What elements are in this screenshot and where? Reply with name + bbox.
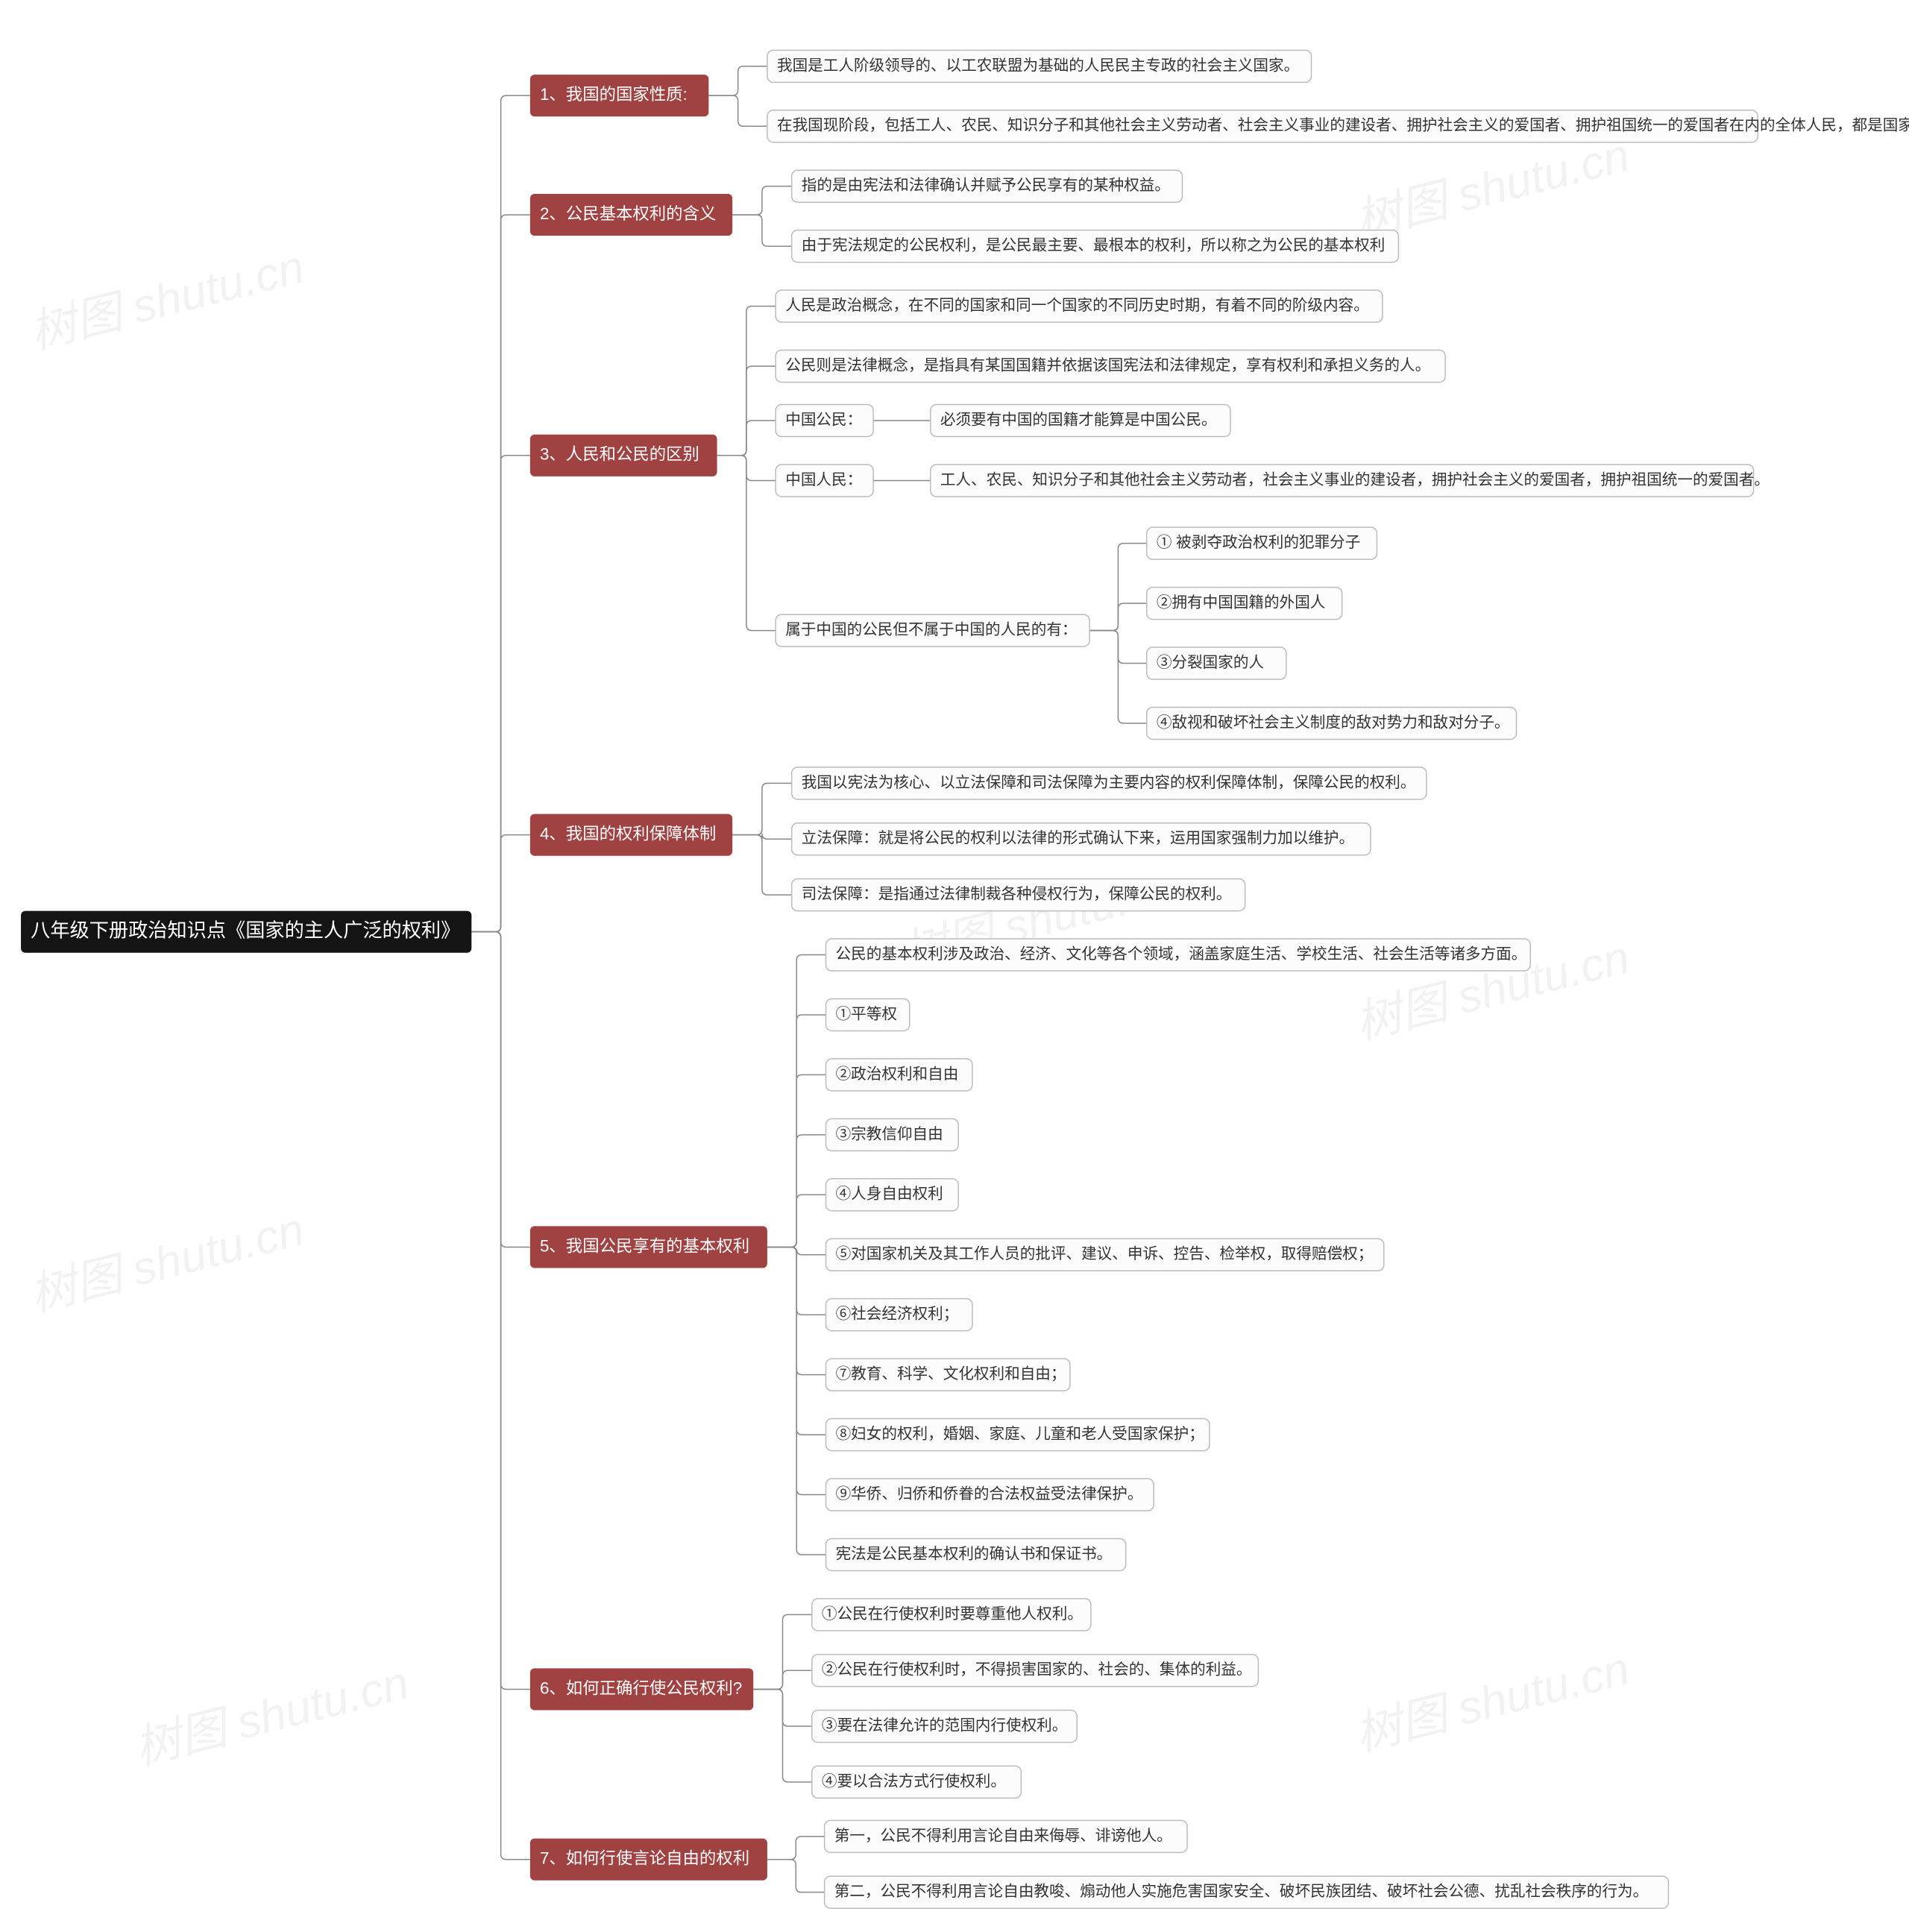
branch-node-label: 3、人民和公民的区别 bbox=[540, 445, 699, 464]
branch-node: 2、公民基本权利的含义 bbox=[530, 194, 732, 236]
leaf-node-label: ④人身自由权利 bbox=[836, 1186, 943, 1203]
leaf-node: 属于中国的公民但不属于中国的人民的有： bbox=[776, 614, 1089, 646]
leaf-node-label: ③要在法律允许的范围内行使权利。 bbox=[822, 1717, 1068, 1734]
leaf-node-label: 第二，公民不得利用言论自由教唆、煽动他人实施危害国家安全、破坏民族团结、破坏社会… bbox=[834, 1883, 1648, 1900]
leaf-node: ③要在法律允许的范围内行使权利。 bbox=[812, 1711, 1077, 1743]
leaf-node: 人民是政治概念，在不同的国家和同一个国家的不同历史时期，有着不同的阶级内容。 bbox=[776, 290, 1383, 322]
branch-node-label: 6、如何正确行使公民权利? bbox=[540, 1678, 742, 1697]
leaf-node: 第一，公民不得利用言论自由来侮辱、诽谤他人。 bbox=[825, 1820, 1187, 1852]
branch-node: 5、我国公民享有的基本权利 bbox=[530, 1226, 767, 1268]
leaf-node-label: 公民则是法律概念，是指具有某国国籍并依据该国宪法和法律规定，享有权利和承担义务的… bbox=[785, 356, 1430, 374]
leaf-node: ⑦教育、科学、文化权利和自由； bbox=[825, 1359, 1069, 1391]
leaf-node-label: 中国公民： bbox=[785, 411, 862, 428]
leaf-node-label: ③分裂国家的人 bbox=[1157, 654, 1264, 671]
leaf-node-label: 我国以宪法为核心、以立法保障和司法保障为主要内容的权利保障体制，保障公民的权利。 bbox=[802, 774, 1416, 791]
mindmap-canvas: 树图 shutu.cn树图 shutu.cn树图 shutu.cn树图 shut… bbox=[0, 0, 1909, 1932]
root-node-label: 八年级下册政治知识点《国家的主人广泛的权利》 bbox=[31, 919, 460, 942]
leaf-node: ⑧妇女的权利，婚姻、家庭、儿童和老人受国家保护； bbox=[825, 1419, 1209, 1451]
branch-node-label: 5、我国公民享有的基本权利 bbox=[540, 1236, 749, 1255]
branch-node-label: 4、我国的权利保障体制 bbox=[540, 825, 716, 843]
leaf-node-label: ④敌视和破坏社会主义制度的敌对势力和敌对分子。 bbox=[1157, 714, 1510, 731]
leaf-node-label: 在我国现阶段，包括工人、农民、知识分子和其他社会主义劳动者、社会主义事业的建设者… bbox=[777, 117, 1909, 134]
leaf-node: 立法保障：就是将公民的权利以法律的形式确认下来，运用国家强制力加以维护。 bbox=[792, 823, 1371, 855]
leaf-node: ①公民在行使权利时要尊重他人权利。 bbox=[812, 1599, 1091, 1631]
leaf-node: 第二，公民不得利用言论自由教唆、煽动他人实施危害国家安全、破坏民族团结、破坏社会… bbox=[825, 1876, 1669, 1908]
leaf-node-label: ⑨华侨、归侨和侨眷的合法权益受法律保护。 bbox=[836, 1485, 1143, 1503]
leaf-node-label: 司法保障：是指通过法律制裁各种侵权行为，保障公民的权利。 bbox=[802, 886, 1232, 903]
root-node: 八年级下册政治知识点《国家的主人广泛的权利》 bbox=[21, 911, 471, 953]
leaf-node-label: ②政治权利和自由 bbox=[836, 1066, 959, 1083]
leaf-node: 中国人民： bbox=[776, 465, 873, 497]
branch-node: 3、人民和公民的区别 bbox=[530, 435, 717, 476]
leaf-node-label: 宪法是公民基本权利的确认书和保证书。 bbox=[836, 1545, 1113, 1562]
leaf-node-label: 中国人民： bbox=[785, 471, 862, 488]
leaf-node-label: ⑤对国家机关及其工作人员的批评、建议、申诉、控告、检举权，取得赔偿权； bbox=[836, 1245, 1374, 1262]
leaf-node-label: ⑥社会经济权利； bbox=[836, 1306, 959, 1323]
leaf-node: 宪法是公民基本权利的确认书和保证书。 bbox=[825, 1538, 1125, 1570]
leaf-node-label: 必须要有中国的国籍才能算是中国公民。 bbox=[940, 411, 1217, 428]
leaf-node: 必须要有中国的国籍才能算是中国公民。 bbox=[931, 405, 1230, 437]
leaf-node: 中国公民： bbox=[776, 405, 873, 437]
leaf-node: ④人身自由权利 bbox=[825, 1179, 958, 1211]
branch-node: 1、我国的国家性质: bbox=[530, 75, 708, 116]
leaf-node: ②政治权利和自由 bbox=[825, 1059, 972, 1091]
leaf-node-label: 立法保障：就是将公民的权利以法律的形式确认下来，运用国家强制力加以维护。 bbox=[802, 830, 1354, 847]
leaf-node-label: ① 被剥夺政治权利的犯罪分子 bbox=[1157, 534, 1360, 551]
leaf-node: ①平等权 bbox=[825, 998, 909, 1030]
leaf-node: ⑨华侨、归侨和侨眷的合法权益受法律保护。 bbox=[825, 1479, 1154, 1511]
leaf-node: ②公民在行使权利时，不得损害国家的、社会的、集体的利益。 bbox=[812, 1655, 1259, 1687]
leaf-node: 工人、农民、知识分子和其他社会主义劳动者，社会主义事业的建设者，拥护社会主义的爱… bbox=[931, 465, 1770, 497]
branch-node: 4、我国的权利保障体制 bbox=[530, 814, 732, 856]
leaf-node-label: 工人、农民、知识分子和其他社会主义劳动者，社会主义事业的建设者，拥护社会主义的爱… bbox=[940, 471, 1770, 488]
leaf-node-label: ④要以合法方式行使权利。 bbox=[822, 1772, 1006, 1790]
leaf-node-label: 公民的基本权利涉及政治、经济、文化等各个领域，涵盖家庭生活、学校生活、社会生活等… bbox=[836, 945, 1527, 963]
leaf-node-label: ①公民在行使权利时要尊重他人权利。 bbox=[822, 1605, 1083, 1623]
branch-node: 6、如何正确行使公民权利? bbox=[530, 1668, 753, 1710]
leaf-node: 司法保障：是指通过法律制裁各种侵权行为，保障公民的权利。 bbox=[792, 879, 1245, 911]
leaf-node: 由于宪法规定的公民权利，是公民最主要、最根本的权利，所以称之为公民的基本权利 bbox=[792, 230, 1399, 262]
leaf-node: ③分裂国家的人 bbox=[1147, 647, 1286, 679]
branch-node-label: 7、如何行使言论自由的权利 bbox=[540, 1849, 749, 1868]
leaf-node-label: 指的是由宪法和法律确认并赋予公民享有的某种权益。 bbox=[802, 177, 1170, 194]
leaf-node-label: ②拥有中国国籍的外国人 bbox=[1157, 594, 1326, 611]
leaf-node: ① 被剥夺政治权利的犯罪分子 bbox=[1147, 527, 1377, 559]
leaf-node-label: 第一，公民不得利用言论自由来侮辱、诽谤他人。 bbox=[834, 1827, 1172, 1844]
leaf-node-label: 人民是政治概念，在不同的国家和同一个国家的不同历史时期，有着不同的阶级内容。 bbox=[785, 296, 1369, 314]
leaf-node: 在我国现阶段，包括工人、农民、知识分子和其他社会主义劳动者、社会主义事业的建设者… bbox=[767, 110, 1909, 142]
leaf-node-label: ⑧妇女的权利，婚姻、家庭、儿童和老人受国家保护； bbox=[836, 1426, 1204, 1443]
leaf-node: 我国以宪法为核心、以立法保障和司法保障为主要内容的权利保障体制，保障公民的权利。 bbox=[792, 767, 1427, 799]
leaf-node: 我国是工人阶级领导的、以工农联盟为基础的人民民主专政的社会主义国家。 bbox=[767, 50, 1312, 82]
leaf-node-label: 我国是工人阶级领导的、以工农联盟为基础的人民民主专政的社会主义国家。 bbox=[777, 57, 1299, 74]
leaf-node: ④要以合法方式行使权利。 bbox=[812, 1766, 1022, 1798]
leaf-node-label: ②公民在行使权利时，不得损害国家的、社会的、集体的利益。 bbox=[822, 1661, 1252, 1678]
leaf-node-label: ③宗教信仰自由 bbox=[836, 1125, 943, 1142]
branch-node: 7、如何行使言论自由的权利 bbox=[530, 1839, 767, 1881]
leaf-node: ②拥有中国国籍的外国人 bbox=[1147, 588, 1342, 620]
leaf-node: 公民的基本权利涉及政治、经济、文化等各个领域，涵盖家庭生活、学校生活、社会生活等… bbox=[825, 939, 1530, 971]
leaf-node-label: 由于宪法规定的公民权利，是公民最主要、最根本的权利，所以称之为公民的基本权利 bbox=[802, 237, 1386, 254]
leaf-node-label: ①平等权 bbox=[836, 1005, 897, 1022]
branch-node-label: 2、公民基本权利的含义 bbox=[540, 204, 716, 223]
leaf-node-label: ⑦教育、科学、文化权利和自由； bbox=[836, 1365, 1066, 1382]
leaf-node: ⑥社会经济权利； bbox=[825, 1299, 972, 1331]
branch-node-label: 1、我国的国家性质: bbox=[540, 85, 688, 104]
leaf-node: ③宗教信仰自由 bbox=[825, 1118, 958, 1151]
leaf-node: ④敌视和破坏社会主义制度的敌对势力和敌对分子。 bbox=[1147, 707, 1517, 739]
leaf-node: ⑤对国家机关及其工作人员的批评、建议、申诉、控告、检举权，取得赔偿权； bbox=[825, 1239, 1383, 1271]
leaf-node-label: 属于中国的公民但不属于中国的人民的有： bbox=[785, 621, 1077, 638]
leaf-node: 公民则是法律概念，是指具有某国国籍并依据该国宪法和法律规定，享有权利和承担义务的… bbox=[776, 350, 1445, 383]
leaf-node: 指的是由宪法和法律确认并赋予公民享有的某种权益。 bbox=[792, 170, 1183, 202]
